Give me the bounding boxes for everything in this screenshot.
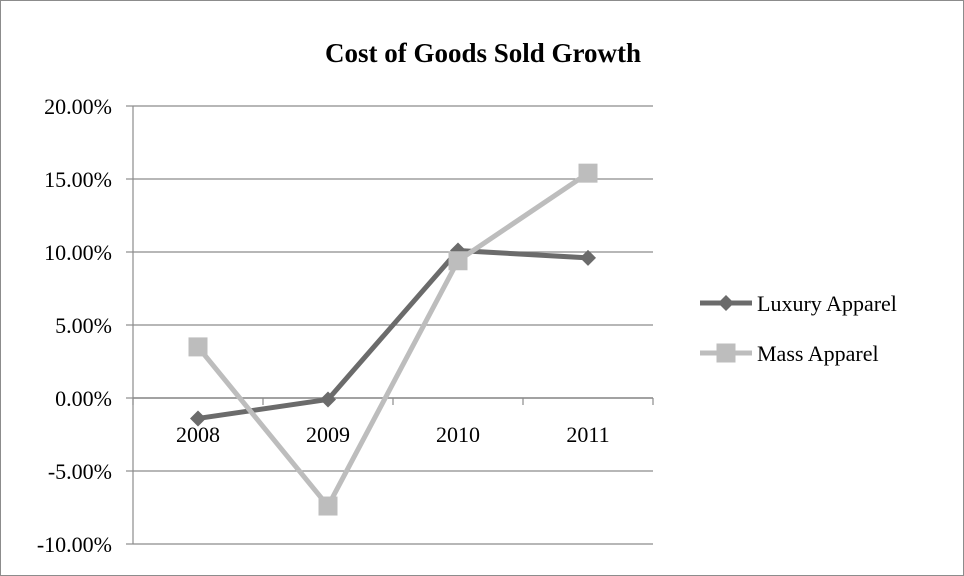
y-tick-label: 10.00% bbox=[44, 240, 112, 265]
legend-marker bbox=[716, 343, 736, 363]
data-point bbox=[320, 391, 336, 408]
legend-label: Luxury Apparel bbox=[757, 291, 897, 316]
data-point bbox=[450, 242, 466, 259]
chart-title: Cost of Goods Sold Growth bbox=[325, 38, 641, 68]
legend-item: Luxury Apparel bbox=[700, 291, 897, 316]
legend-item: Mass Apparel bbox=[700, 341, 879, 366]
data-point bbox=[188, 337, 208, 357]
legend-label: Mass Apparel bbox=[757, 341, 879, 366]
series-group bbox=[188, 163, 598, 516]
series-mass-apparel bbox=[188, 163, 598, 516]
data-point bbox=[190, 410, 206, 427]
x-axis-tick-labels: 2008 2009 2010 2011 bbox=[176, 422, 610, 447]
data-point bbox=[318, 496, 338, 516]
x-tick-label: 2009 bbox=[306, 422, 350, 447]
y-tick-label: 20.00% bbox=[44, 94, 112, 119]
series-line bbox=[195, 248, 591, 421]
x-tick-label: 2010 bbox=[436, 422, 480, 447]
y-tick-label: 5.00% bbox=[55, 313, 112, 338]
data-point bbox=[580, 249, 596, 266]
y-tick-label: -5.00% bbox=[48, 459, 112, 484]
y-tick-label: 15.00% bbox=[44, 167, 112, 192]
y-tick-label: -10.00% bbox=[37, 532, 112, 557]
legend: Luxury Apparel Mass Apparel bbox=[700, 291, 897, 366]
axes bbox=[126, 105, 654, 545]
y-tick-label: 0.00% bbox=[55, 386, 112, 411]
legend-marker bbox=[718, 295, 734, 311]
data-point bbox=[448, 251, 468, 271]
series-line bbox=[195, 170, 591, 509]
series-luxury-apparel bbox=[190, 242, 596, 427]
data-point bbox=[578, 163, 598, 183]
y-axis-tick-labels: 20.00% 15.00% 10.00% 5.00% 0.00% -5.00% -10.00… bbox=[37, 94, 112, 557]
x-tick-label: 2011 bbox=[566, 422, 609, 447]
